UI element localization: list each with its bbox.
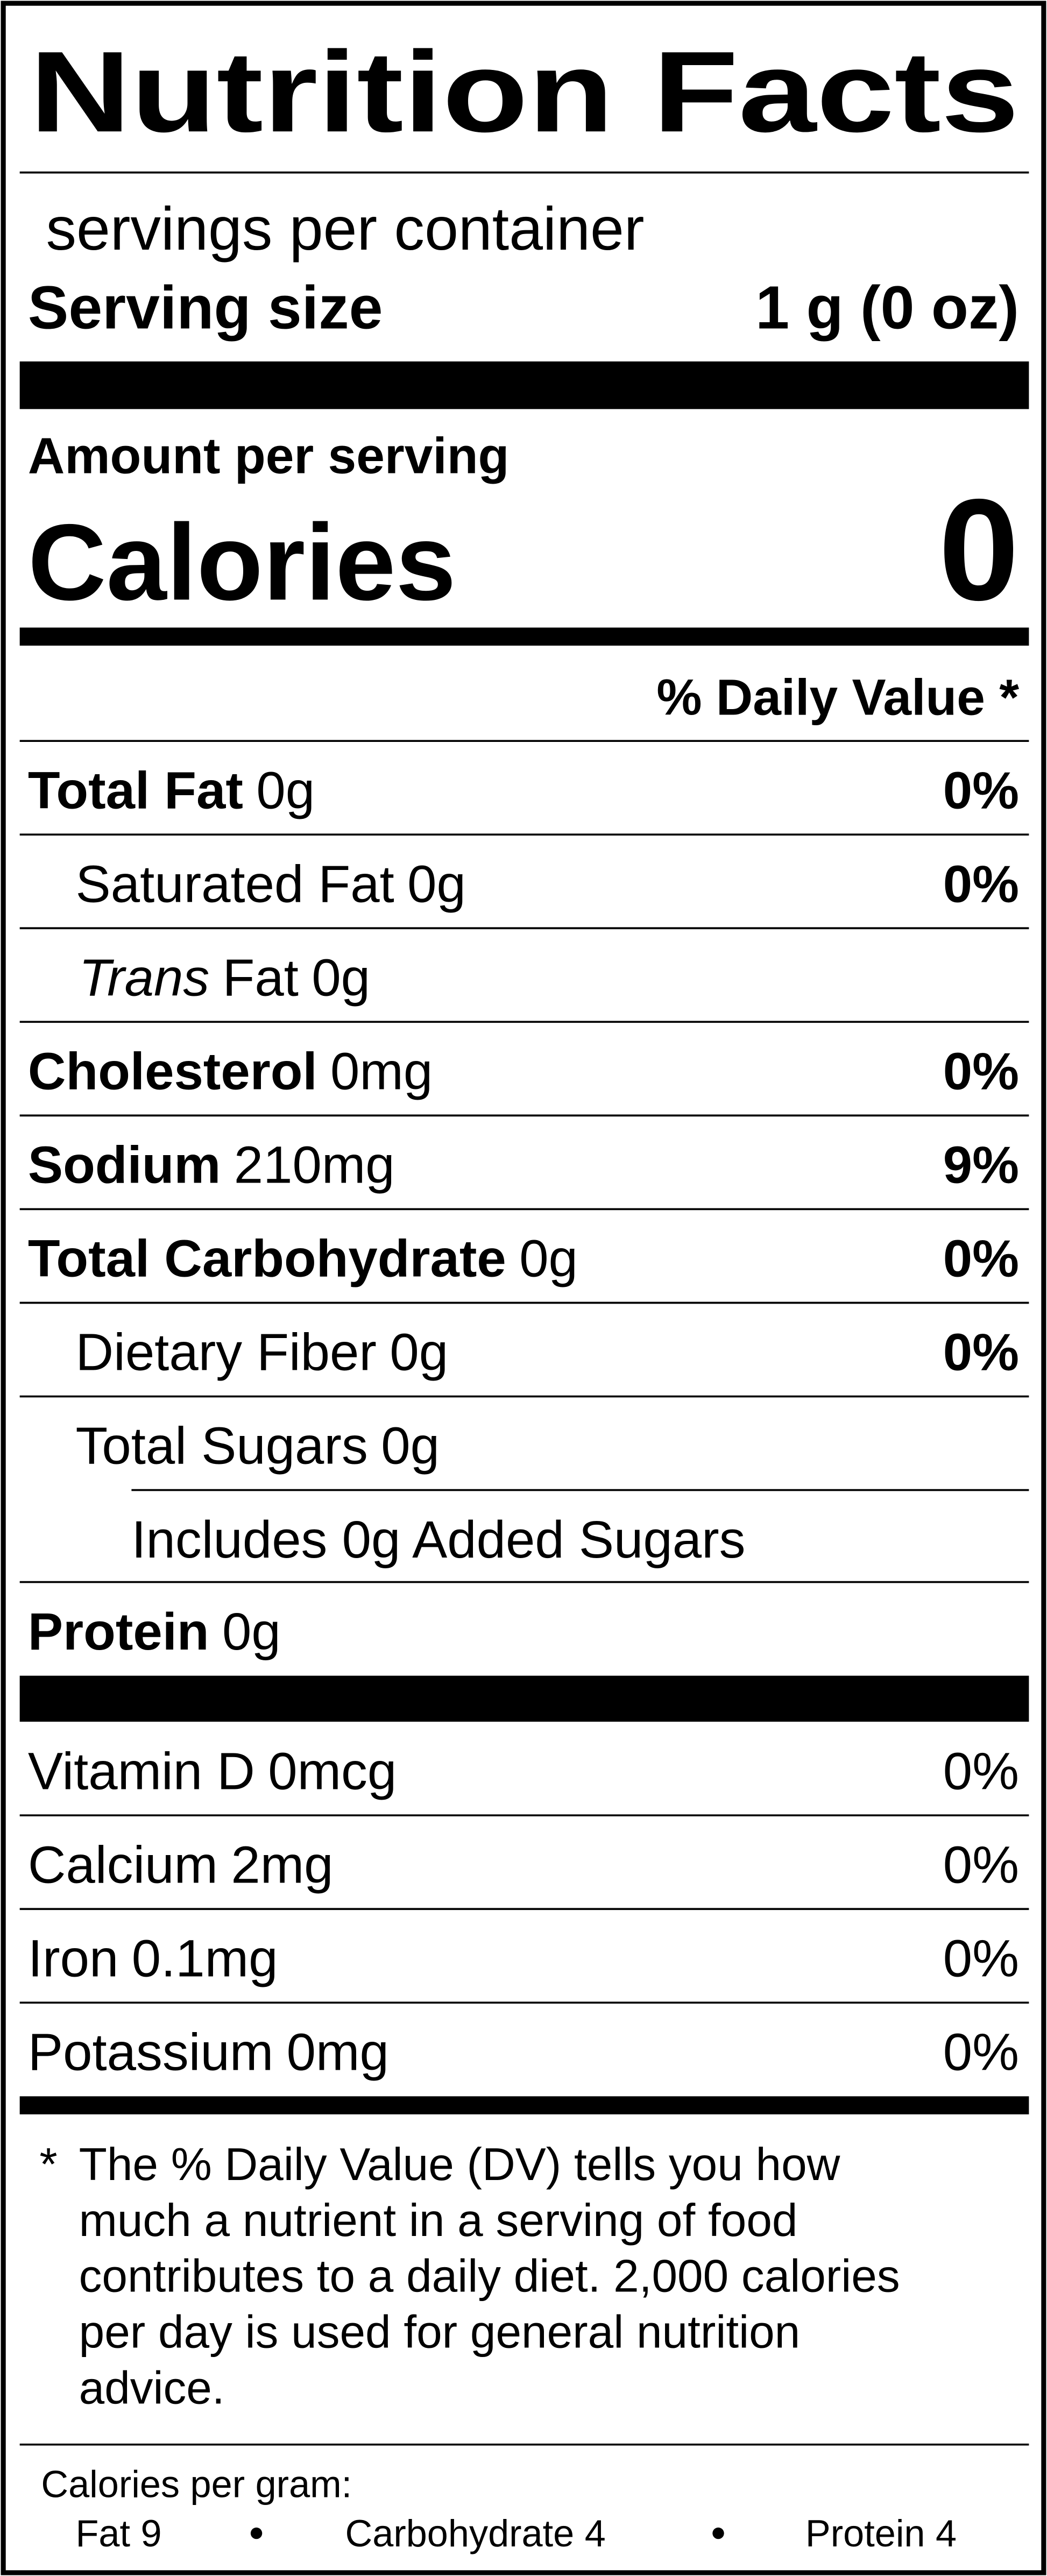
cpg-item: Carbohydrate 4 [345, 2512, 606, 2554]
name: Saturated Fat [76, 854, 394, 913]
row: Total Carbohydrate 0g [28, 1229, 578, 1288]
daily-value: 0% [943, 1323, 1019, 1382]
name: Total Sugars [76, 1417, 368, 1475]
amount: 0g [390, 1323, 448, 1382]
serving-size: 1 g (0 oz) [755, 274, 1019, 342]
row: Calcium 2mg [28, 1835, 334, 1894]
amount: 0g [407, 854, 466, 913]
daily-value: 0% [943, 854, 1019, 913]
serving-size-label: Serving size [28, 274, 383, 342]
name: Dietary Fiber [76, 1323, 377, 1382]
name: Protein [28, 1602, 209, 1661]
name-italic: Trans [79, 948, 210, 1007]
dv-header: % Daily Value * [656, 669, 1019, 726]
added-sugars: Includes 0g Added Sugars [131, 1510, 745, 1569]
thick-bar [19, 1675, 1029, 1722]
row: Total Sugars 0g [76, 1417, 440, 1475]
footnote-line: much a nutrient in a serving of food [79, 2195, 798, 2246]
daily-value: 0% [943, 761, 1019, 819]
name: Vitamin D [28, 1742, 255, 1800]
footnote-line: advice. [79, 2362, 225, 2414]
amount: 0g [312, 948, 370, 1007]
footnote: * The % Daily Value (DV) tells you how m… [39, 2139, 900, 2414]
bullet [712, 2527, 724, 2539]
footnote-line: The % Daily Value (DV) tells you how [79, 2139, 840, 2190]
calories-value: 0 [939, 469, 1020, 631]
name: Sodium [28, 1136, 221, 1194]
row: Iron 0.1mg [28, 1929, 278, 1987]
footnote-marker: * [39, 2139, 57, 2190]
daily-value: 0% [943, 1042, 1019, 1101]
bullet [250, 2527, 263, 2539]
name: Iron [28, 1929, 118, 1987]
name: Fat [223, 948, 299, 1007]
servings: servings per container [46, 195, 645, 263]
thick-bar [19, 627, 1029, 646]
amount: 2mg [231, 1835, 333, 1894]
amount: 0.1mg [132, 1929, 278, 1987]
name: Total Fat [28, 761, 243, 819]
amount: 0mg [287, 2023, 389, 2082]
thick-bar [19, 2096, 1029, 2114]
amount: 210mg [234, 1136, 395, 1194]
title: Nutrition Facts [30, 27, 1019, 156]
row: Protein 0g [28, 1602, 281, 1661]
calories-per-gram: Calories per gram: Fat 9 Carbohydrate 4 … [41, 2462, 957, 2554]
daily-value: 0% [943, 1742, 1019, 1800]
name: Cholesterol [28, 1042, 317, 1101]
daily-value: 9% [943, 1136, 1019, 1194]
row: Potassium 0mg [28, 2023, 389, 2082]
row: Vitamin D 0mcg [28, 1742, 397, 1800]
footnote-line: contributes to a daily diet. 2,000 calor… [79, 2251, 900, 2302]
daily-value: 0% [943, 1835, 1019, 1894]
row: Saturated Fat 0g [76, 854, 466, 913]
amount: 0mcg [268, 1742, 397, 1800]
row: Total Fat 0g [28, 761, 315, 819]
calories-label: Calories [28, 502, 456, 623]
amount: 0g [519, 1229, 578, 1288]
cpg-label: Calories per gram: [41, 2462, 352, 2505]
daily-value: 0% [943, 1229, 1019, 1288]
row: Trans Fat 0g [79, 948, 370, 1007]
amount: 0mg [330, 1042, 433, 1101]
nutrients: Total Fat 0g 0% Saturated Fat 0g 0% Trans F… [19, 740, 1029, 1722]
amount: 0g [381, 1417, 440, 1475]
row: Dietary Fiber 0g [76, 1323, 449, 1382]
daily-value: 0% [943, 1929, 1019, 1987]
amount: 0g [222, 1602, 281, 1661]
daily-value: 0% [943, 2023, 1019, 2082]
cpg-item: Protein 4 [805, 2512, 957, 2554]
vitamins: Vitamin D 0mcg 0% Calcium 2mg 0% Iron 0.1mg… [19, 1742, 1029, 2114]
amount-per-serving: Amount per serving [28, 427, 509, 484]
name: Total Carbohydrate [28, 1229, 506, 1288]
name: Calcium [28, 1835, 218, 1894]
amount: 0g [256, 761, 315, 819]
name: Potassium [28, 2023, 273, 2082]
row: Sodium 210mg [28, 1136, 395, 1194]
footnote-line: per day is used for general nutrition [79, 2307, 801, 2358]
cpg-item: Fat 9 [76, 2512, 162, 2554]
thick-bar [19, 361, 1029, 409]
row: Cholesterol 0mg [28, 1042, 433, 1101]
